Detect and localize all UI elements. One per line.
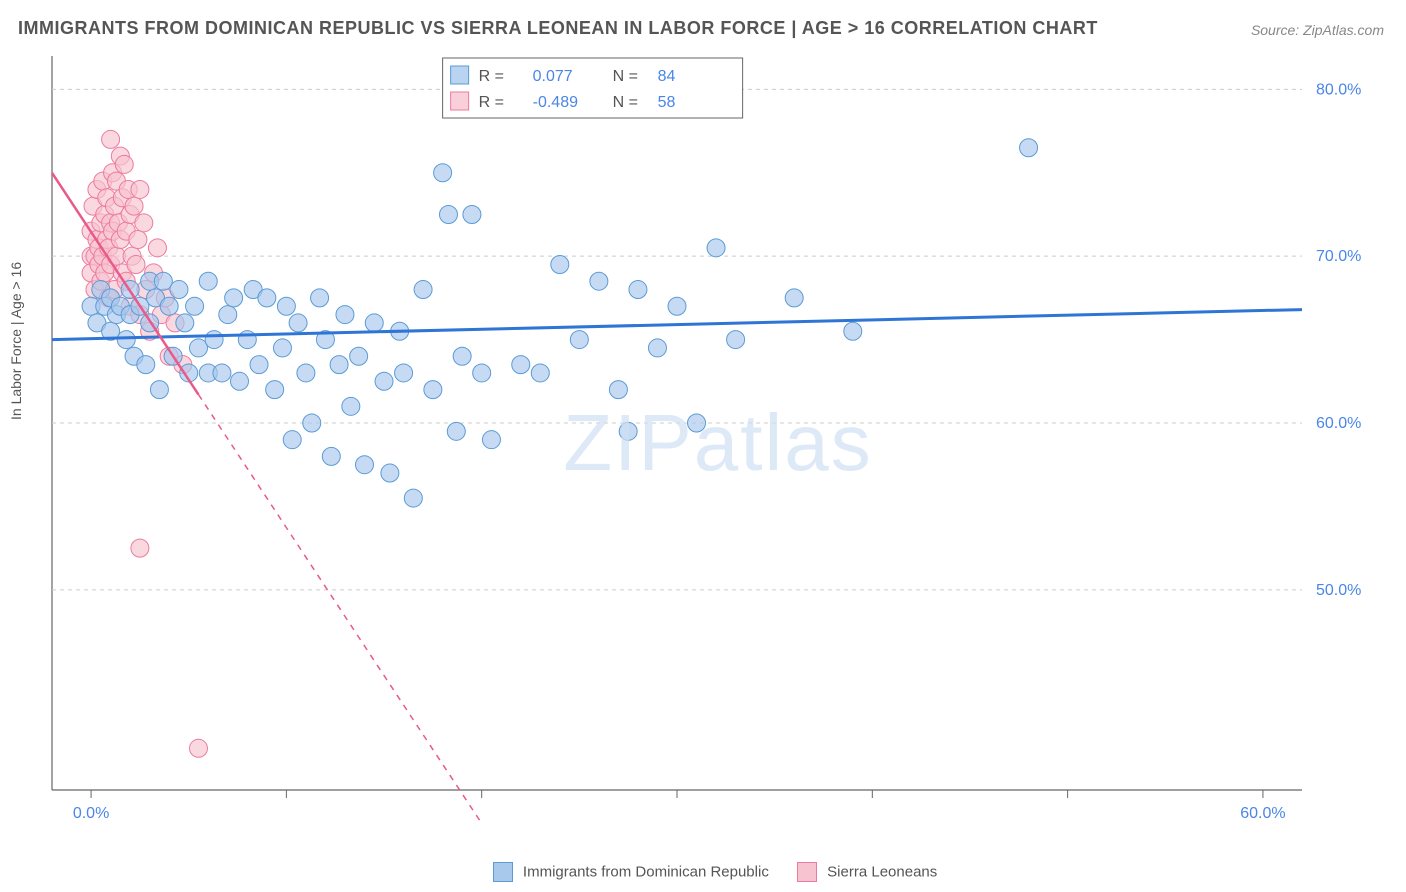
data-point xyxy=(375,372,393,390)
legend-label-0: Immigrants from Dominican Republic xyxy=(523,864,769,881)
data-point xyxy=(356,456,374,474)
data-point xyxy=(131,180,149,198)
data-point xyxy=(186,297,204,315)
data-point xyxy=(404,489,422,507)
data-point xyxy=(551,256,569,274)
data-point xyxy=(250,356,268,374)
data-point xyxy=(482,431,500,449)
x-tick-label: 0.0% xyxy=(73,805,109,822)
data-point xyxy=(311,289,329,307)
data-point xyxy=(189,339,207,357)
svg-text:0.077: 0.077 xyxy=(533,68,573,85)
legend-label-1: Sierra Leoneans xyxy=(827,864,937,881)
data-point xyxy=(176,314,194,332)
data-point xyxy=(258,289,276,307)
svg-text:R =: R = xyxy=(479,68,504,85)
data-point xyxy=(225,289,243,307)
data-point xyxy=(115,155,133,173)
legend-swatch-0 xyxy=(493,862,513,882)
data-point xyxy=(570,331,588,349)
data-point xyxy=(342,397,360,415)
y-axis-label: In Labor Force | Age > 16 xyxy=(8,262,24,420)
data-point xyxy=(395,364,413,382)
data-point xyxy=(189,739,207,757)
data-point xyxy=(148,239,166,257)
data-point xyxy=(303,414,321,432)
y-tick-label: 50.0% xyxy=(1316,582,1361,599)
data-point xyxy=(381,464,399,482)
data-point xyxy=(205,331,223,349)
data-point xyxy=(619,422,637,440)
data-point xyxy=(434,164,452,182)
data-point xyxy=(289,314,307,332)
data-point xyxy=(102,130,120,148)
data-point xyxy=(688,414,706,432)
data-point xyxy=(414,281,432,299)
data-point xyxy=(531,364,549,382)
data-point xyxy=(473,364,491,382)
data-point xyxy=(424,381,442,399)
data-point xyxy=(213,364,231,382)
data-point xyxy=(131,539,149,557)
svg-text:-0.489: -0.489 xyxy=(533,94,578,111)
data-point xyxy=(266,381,284,399)
svg-text:N =: N = xyxy=(613,68,638,85)
data-point xyxy=(117,331,135,349)
data-point xyxy=(512,356,530,374)
data-point xyxy=(231,372,249,390)
data-point xyxy=(707,239,725,257)
x-tick-label: 60.0% xyxy=(1240,805,1285,822)
data-point xyxy=(844,322,862,340)
data-point xyxy=(219,306,237,324)
corr-swatch xyxy=(451,66,469,84)
data-point xyxy=(322,447,340,465)
y-tick-label: 80.0% xyxy=(1316,81,1361,98)
data-point xyxy=(453,347,471,365)
data-point xyxy=(463,205,481,223)
data-point xyxy=(150,381,168,399)
data-point xyxy=(350,347,368,365)
data-point xyxy=(447,422,465,440)
data-point xyxy=(127,256,145,274)
data-point xyxy=(1020,139,1038,157)
y-tick-label: 70.0% xyxy=(1316,248,1361,265)
scatter-plot: 50.0% 60.0% 70.0% 80.0% 0.0% 60.0% R = 0.077 N =… xyxy=(48,48,1388,838)
data-point xyxy=(125,197,143,215)
data-point xyxy=(609,381,627,399)
data-point xyxy=(160,297,178,315)
legend-swatch-1 xyxy=(797,862,817,882)
correlation-box: R = 0.077 N = 84 R = -0.489 N = 58 xyxy=(443,58,743,118)
data-point xyxy=(170,281,188,299)
svg-text:58: 58 xyxy=(658,94,676,111)
data-point xyxy=(137,356,155,374)
data-point xyxy=(785,289,803,307)
corr-swatch xyxy=(451,92,469,110)
chart-area: ZIPatlas 50.0%60.0%70.0%80.0%0.0%60.0%R … xyxy=(48,48,1388,838)
data-point xyxy=(277,297,295,315)
data-point xyxy=(439,205,457,223)
data-point xyxy=(648,339,666,357)
svg-text:N =: N = xyxy=(613,94,638,111)
data-point xyxy=(129,231,147,249)
data-point xyxy=(629,281,647,299)
data-point xyxy=(297,364,315,382)
data-point xyxy=(283,431,301,449)
y-tick-label: 60.0% xyxy=(1316,415,1361,432)
data-point xyxy=(154,272,172,290)
chart-title: IMMIGRANTS FROM DOMINICAN REPUBLIC VS SI… xyxy=(18,18,1098,39)
data-point xyxy=(727,331,745,349)
data-point xyxy=(135,214,153,232)
source-attribution: Source: ZipAtlas.com xyxy=(1251,22,1384,38)
svg-text:84: 84 xyxy=(658,68,676,85)
svg-text:R =: R = xyxy=(479,94,504,111)
data-point xyxy=(199,272,217,290)
data-point xyxy=(668,297,686,315)
data-point xyxy=(273,339,291,357)
bottom-legend: Immigrants from Dominican Republic Sierr… xyxy=(0,862,1406,882)
data-point xyxy=(590,272,608,290)
data-point xyxy=(336,306,354,324)
data-point xyxy=(330,356,348,374)
data-point xyxy=(365,314,383,332)
